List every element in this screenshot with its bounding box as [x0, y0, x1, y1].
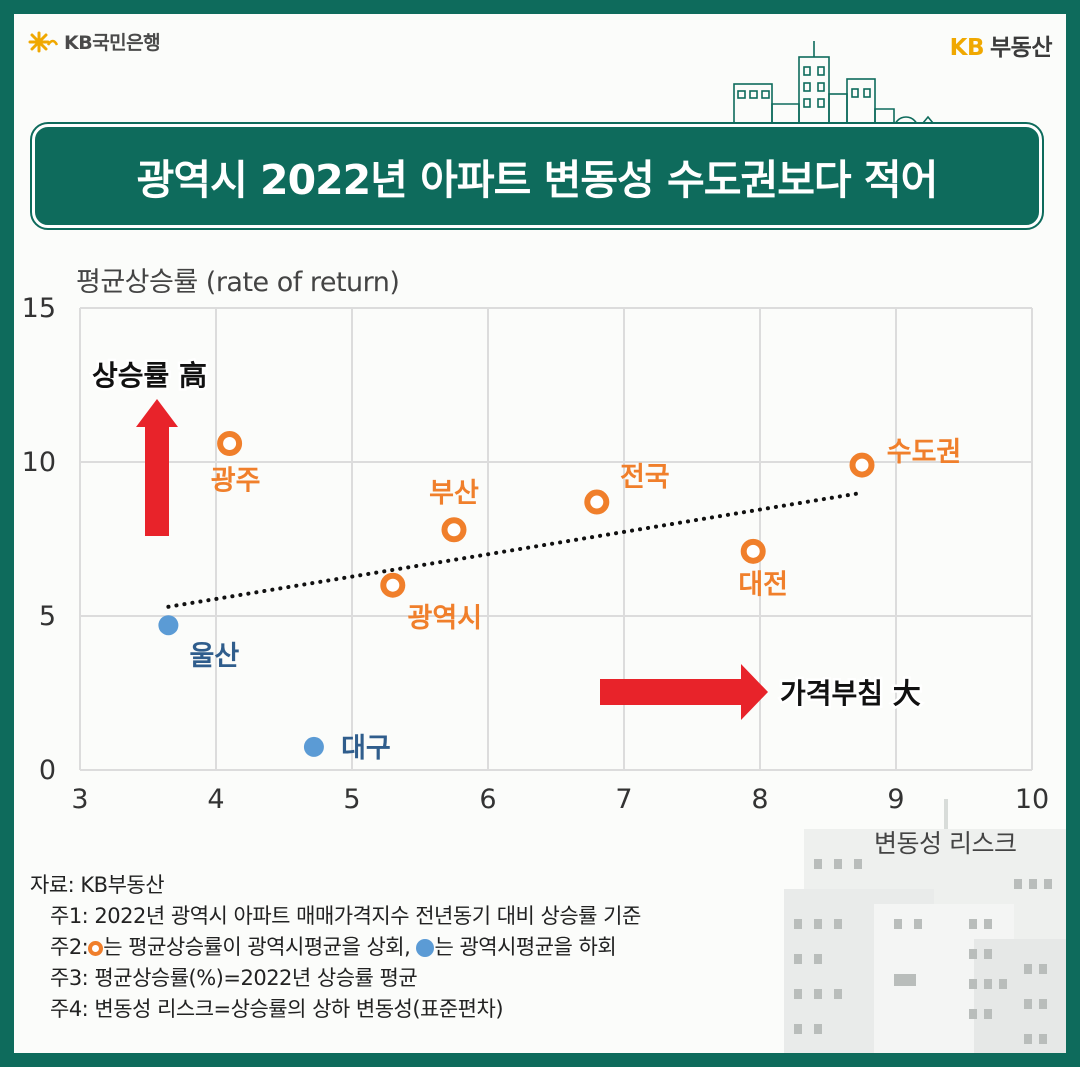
point-label: 광주 — [211, 466, 261, 497]
infographic-page: KB국민은행 KB 부동산 광역시 2022년 아파트 변동성 수도권보다 적어 … — [14, 14, 1066, 1053]
x-tick-label: 6 — [479, 784, 496, 815]
point-label: 부산 — [429, 478, 479, 509]
point-label: 울산 — [190, 641, 240, 672]
above-average-point — [584, 489, 610, 515]
point-label: 대구 — [341, 733, 391, 764]
point-label: 대전 — [738, 569, 788, 600]
kb-bank-name: KB국민은행 — [64, 32, 161, 54]
x-tick-label: 5 — [343, 784, 360, 815]
y-tick-label: 10 — [22, 447, 56, 478]
page-title: 광역시 2022년 아파트 변동성 수도권보다 적어 — [136, 156, 939, 204]
kb-realestate-logo: KB 부동산 — [949, 28, 1053, 62]
orange-ring-icon — [88, 941, 104, 956]
note-2-prefix: 주2: — [50, 935, 89, 959]
kb-mark: KB — [949, 35, 985, 61]
above-average-point — [380, 572, 406, 598]
note-3: 주3: 평균상승률(%)=2022년 상승률 평균 — [50, 966, 418, 990]
y-tick-label: 0 — [39, 755, 56, 786]
x-tick-label: 9 — [887, 784, 904, 815]
kb-star-icon — [28, 31, 58, 52]
blue-dot-icon — [416, 939, 435, 957]
above-average-point — [849, 452, 875, 478]
note-2: 주2: 는 평균상승률이 광역시평균을 상회, 는 광역시평균을 하회 — [30, 932, 641, 963]
note-2-end: 는 광역시평균을 하회 — [434, 935, 617, 959]
above-average-point — [441, 517, 467, 543]
point-label: 수도권 — [887, 437, 962, 468]
up-arrow-icon — [136, 399, 178, 536]
note-1: 주1: 2022년 광역시 아파트 매매가격지수 전년동기 대비 상승률 기준 — [50, 904, 641, 928]
point-label: 전국 — [620, 462, 670, 493]
y-tick-label: 15 — [22, 293, 56, 324]
below-average-point — [303, 736, 324, 757]
above-average-point — [217, 431, 243, 457]
title-banner: 광역시 2022년 아파트 변동성 수도권보다 적어 — [30, 122, 1044, 230]
above-average-point — [740, 538, 766, 564]
y-axis-label: 평균상승률 (rate of return) — [76, 267, 400, 298]
x-tick-label: 10 — [1015, 784, 1049, 815]
right-arrow-icon — [600, 664, 768, 720]
x-tick-label: 4 — [207, 784, 224, 815]
y-tick-label: 5 — [39, 601, 56, 632]
x-tick-label: 3 — [71, 784, 88, 815]
x-tick-label: 7 — [615, 784, 632, 815]
kb-realestate-name: 부동산 — [990, 35, 1052, 61]
kb-bank-logo: KB국민은행 — [28, 28, 161, 55]
x-axis-label: 변동성 리스크 — [874, 829, 1017, 858]
note-4: 주4: 변동성 리스크=상승률의 상하 변동성(표준편차) — [50, 997, 504, 1021]
below-average-point — [158, 615, 179, 636]
x-tick-label: 8 — [751, 784, 768, 815]
note-2-mid: 는 평균상승률이 광역시평균을 상회, — [103, 935, 411, 959]
source-note: 자료: KB부동산 — [30, 873, 165, 897]
buildings-illustration — [784, 799, 1066, 1053]
up-arrow-label: 상승률 高 — [92, 359, 207, 392]
scatter-chart: 3 4 5 6 7 8 9 10 0 5 10 15 상승률 高 가격부침 大 광주 부산 전국 수도권대전광역시… — [22, 293, 1050, 815]
point-label: 광역시 — [408, 603, 483, 634]
footnotes: 자료: KB부동산 주1: 2022년 광역시 아파트 매매가격지수 전년동기 … — [30, 870, 641, 1025]
right-arrow-label: 가격부침 大 — [780, 677, 921, 710]
